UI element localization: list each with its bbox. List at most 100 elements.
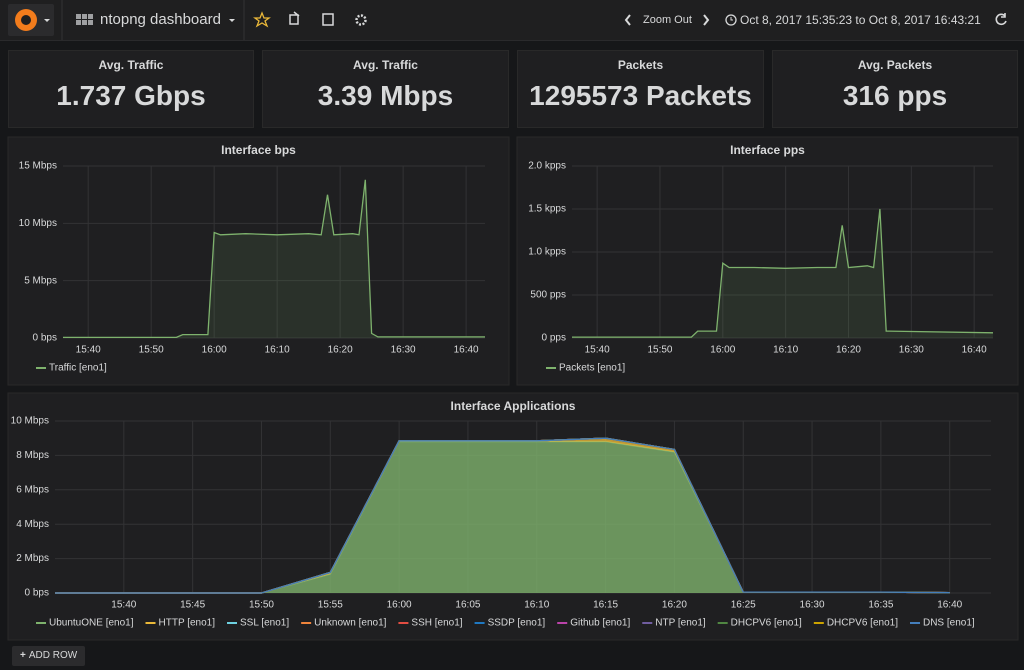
add-row-label: ADD ROW xyxy=(28,650,78,661)
forward-button[interactable] xyxy=(703,14,710,26)
x-tick-label: 15:55 xyxy=(318,600,343,611)
time-range[interactable]: Oct 8, 2017 15:35:23 to Oct 8, 2017 16:4… xyxy=(740,13,981,27)
panel xyxy=(7,136,510,386)
x-tick-label: 15:45 xyxy=(180,600,205,611)
x-tick-label: 16:30 xyxy=(800,600,825,611)
y-tick-label: 500 pps xyxy=(530,290,566,301)
legend-label: NTP [eno1] xyxy=(655,618,706,629)
refresh-button[interactable] xyxy=(995,13,1007,26)
y-tick-label: 0 pps xyxy=(542,333,566,344)
y-tick-label: 8 Mbps xyxy=(16,450,49,461)
x-tick-label: 16:40 xyxy=(454,345,479,356)
y-tick-label: 2.0 kpps xyxy=(528,161,566,172)
x-tick-label: 16:35 xyxy=(868,600,893,611)
legend-label: UbuntuONE [eno1] xyxy=(49,618,134,629)
area xyxy=(55,441,950,593)
caret xyxy=(44,19,50,22)
x-tick-label: 16:40 xyxy=(937,600,962,611)
legend-label: DNS [eno1] xyxy=(923,618,975,629)
y-tick-label: 0 bps xyxy=(33,333,57,344)
stat-value: 316 pps xyxy=(842,80,948,111)
x-tick-label: 15:40 xyxy=(111,600,136,611)
y-tick-label: 0 bps xyxy=(25,588,49,599)
x-tick-label: 16:20 xyxy=(328,345,353,356)
nav-icons xyxy=(8,0,1007,40)
x-tick-label: 16:25 xyxy=(731,600,756,611)
plus-icon: + xyxy=(20,650,26,661)
stat-title: Avg. Traffic xyxy=(353,58,418,72)
x-tick-label: 16:00 xyxy=(710,345,735,356)
add-row-button[interactable]: + ADD ROW xyxy=(12,646,86,666)
stat-value: 1295573 Packets xyxy=(529,80,752,111)
line xyxy=(63,179,485,339)
x-tick-label: 15:50 xyxy=(647,345,672,356)
top-nav: ntopng dashboard Zoom Out Oct 8, 2017 15… xyxy=(0,0,1024,41)
y-tick-label: 5 Mbps xyxy=(24,275,57,286)
legend-label: SSDP [eno1] xyxy=(488,618,546,629)
chart-title: Interface Applications xyxy=(451,399,576,413)
x-tick-label: 15:50 xyxy=(249,600,274,611)
y-tick-label: 15 Mbps xyxy=(19,161,57,172)
area xyxy=(63,179,485,338)
save-button[interactable] xyxy=(322,13,334,26)
star-button[interactable] xyxy=(253,11,271,28)
y-tick-label: 1.0 kpps xyxy=(528,247,566,258)
x-tick-label: 16:15 xyxy=(593,600,618,611)
stat-title: Avg. Traffic xyxy=(98,58,164,72)
legend-label: SSH [eno1] xyxy=(411,618,462,629)
chart-title: Interface pps xyxy=(730,143,805,157)
y-tick-label: 6 Mbps xyxy=(16,484,49,495)
stat-value: 3.39 Mbps xyxy=(317,80,454,111)
x-tick-label: 15:40 xyxy=(585,345,610,356)
y-tick-label: 1.5 kpps xyxy=(528,204,566,215)
legend-label: Github [eno1] xyxy=(570,618,630,629)
y-tick-label: 2 Mbps xyxy=(16,553,49,564)
line xyxy=(572,208,994,338)
clock-hands xyxy=(730,17,733,21)
x-tick-label: 16:00 xyxy=(387,600,412,611)
legend-label: Unknown [eno1] xyxy=(314,618,386,629)
caret xyxy=(229,19,235,22)
y-tick-label: 10 Mbps xyxy=(19,218,57,229)
x-tick-label: 16:10 xyxy=(773,345,798,356)
area xyxy=(572,209,993,338)
stat-panel: Avg. Packets 316 pps xyxy=(772,50,1018,128)
x-tick-label: 16:20 xyxy=(836,345,861,356)
panel xyxy=(516,136,1019,386)
legend-label: HTTP [eno1] xyxy=(159,618,216,629)
x-tick-label: 16:10 xyxy=(524,600,549,611)
stat-panel: Avg. Traffic 1.737 Gbps xyxy=(8,50,254,128)
chart-title: Interface bps xyxy=(221,143,296,157)
clock-icon xyxy=(725,14,737,26)
x-tick-label: 16:00 xyxy=(202,345,227,356)
x-tick-label: 16:05 xyxy=(455,600,480,611)
x-tick-label: 16:30 xyxy=(391,345,416,356)
stat-value: 1.737 Gbps xyxy=(56,80,206,111)
legend-label: SSL [eno1] xyxy=(240,618,289,629)
legend-label: DHCPV6 [eno1] xyxy=(731,618,802,629)
x-tick-label: 16:10 xyxy=(265,345,290,356)
back-button[interactable] xyxy=(624,14,631,26)
y-tick-label: 10 Mbps xyxy=(11,416,49,427)
zoom-out[interactable]: Zoom Out xyxy=(643,14,692,26)
stat-title: Packets xyxy=(617,58,664,72)
x-tick-label: 16:20 xyxy=(662,600,687,611)
x-tick-label: 15:40 xyxy=(76,345,101,356)
dashboard-title[interactable]: ntopng dashboard xyxy=(100,11,221,28)
line xyxy=(55,437,950,594)
stat-panel: Packets 1295573 Packets xyxy=(517,50,764,128)
x-tick-label: 16:30 xyxy=(899,345,924,356)
logo-center xyxy=(21,15,31,25)
legend-label: DHCPV6 [eno1] xyxy=(827,618,898,629)
legend-label: Packets [eno1] xyxy=(559,363,625,374)
grid-icon xyxy=(76,14,93,25)
legend-label: Traffic [eno1] xyxy=(49,363,107,374)
x-tick-label: 16:40 xyxy=(962,345,987,356)
settings-button[interactable] xyxy=(355,14,367,26)
stat-title: Avg. Packets xyxy=(857,58,933,72)
share-button[interactable] xyxy=(289,11,300,25)
y-tick-label: 4 Mbps xyxy=(16,519,49,530)
x-tick-label: 15:50 xyxy=(139,345,164,356)
